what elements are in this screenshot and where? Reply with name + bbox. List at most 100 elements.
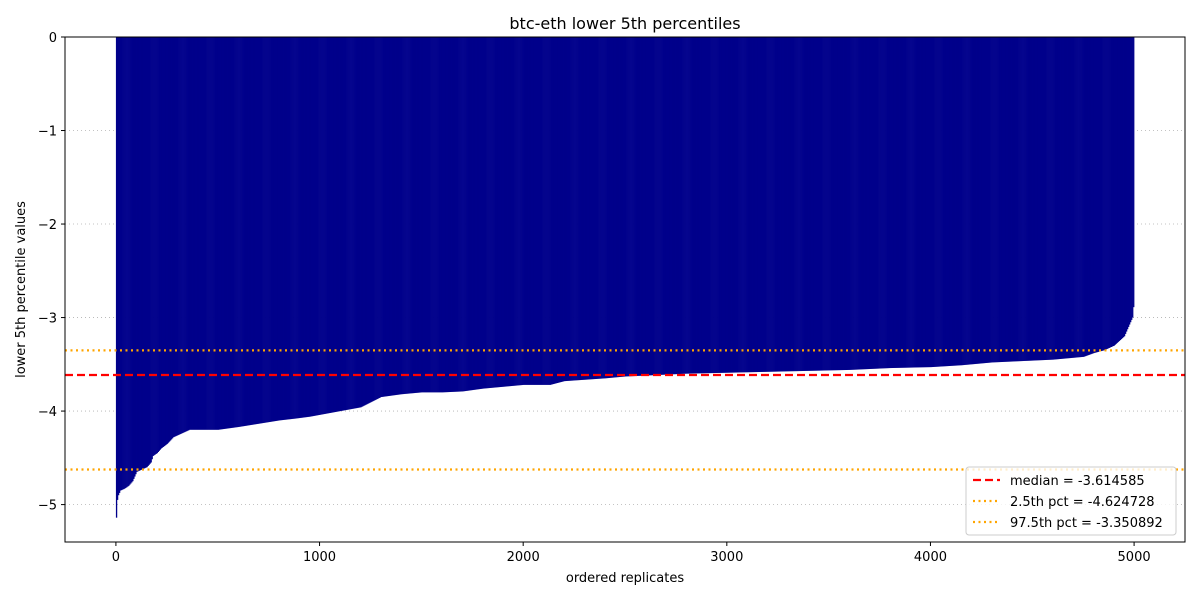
bar [1031, 37, 1033, 361]
bar [281, 37, 284, 421]
bar [789, 37, 792, 372]
bar [206, 37, 208, 430]
bar [905, 37, 907, 368]
bar [175, 37, 178, 436]
bar [549, 37, 551, 385]
bar [945, 37, 948, 367]
bar [788, 37, 791, 372]
bar [444, 37, 447, 393]
bar [478, 37, 480, 390]
bar [766, 37, 768, 372]
bar [250, 37, 252, 426]
bar [334, 37, 337, 413]
bar [751, 37, 753, 373]
bar [856, 37, 858, 370]
bar [304, 37, 306, 418]
bar [529, 37, 531, 385]
bar [604, 37, 606, 379]
bar [733, 37, 736, 373]
bar [965, 37, 967, 365]
legend: median = -3.614585 2.5th pct = -4.624728 9… [965, 466, 1177, 536]
bar [547, 37, 549, 385]
bar [538, 37, 540, 385]
bar [775, 37, 778, 372]
bar [1035, 37, 1037, 361]
bar [150, 37, 152, 463]
bar [590, 37, 592, 380]
bar [242, 37, 244, 427]
bar [816, 37, 818, 371]
bar [144, 37, 146, 469]
bar [199, 37, 201, 430]
bar [169, 37, 172, 441]
bar [296, 37, 298, 419]
bar [413, 37, 415, 394]
bar [936, 37, 938, 367]
bar [1127, 37, 1130, 327]
bar [991, 37, 993, 363]
bar [524, 37, 526, 385]
bar [636, 37, 638, 376]
bar [1117, 37, 1120, 342]
x-tick-label: 5000 [1118, 550, 1151, 565]
bar [612, 37, 615, 378]
bar [554, 37, 557, 384]
bar [265, 37, 267, 423]
bar [1097, 37, 1099, 352]
bar [149, 37, 151, 464]
bar [826, 37, 828, 371]
bar [142, 37, 144, 470]
bar [652, 37, 654, 376]
bar [540, 37, 542, 385]
bar [673, 37, 676, 375]
bar [961, 37, 963, 366]
bar [890, 37, 893, 369]
bar [782, 37, 785, 372]
bar [264, 37, 266, 423]
bar [632, 37, 634, 377]
bar [339, 37, 342, 412]
bar [1047, 37, 1049, 360]
bar [690, 37, 692, 374]
bar [138, 37, 140, 471]
bar [126, 37, 128, 488]
bar [669, 37, 672, 375]
bar [419, 37, 421, 393]
bar [147, 37, 149, 467]
bar [452, 37, 455, 392]
y-tick-label: −5 [38, 499, 57, 514]
bar [942, 37, 944, 367]
bar [1092, 37, 1094, 354]
bar [908, 37, 910, 368]
bar [973, 37, 975, 365]
bar [486, 37, 488, 389]
bar [411, 37, 413, 394]
bar [233, 37, 235, 428]
bar [750, 37, 752, 373]
bar [272, 37, 275, 422]
bar [872, 37, 874, 369]
bar [1007, 37, 1010, 362]
bar [431, 37, 433, 393]
bar [131, 37, 133, 483]
bar [841, 37, 844, 371]
bar [915, 37, 917, 368]
bar [301, 37, 303, 418]
bar [303, 37, 305, 418]
bar [707, 37, 709, 374]
bar [797, 37, 799, 372]
bar [594, 37, 596, 380]
bar [293, 37, 295, 419]
bar [693, 37, 695, 374]
bar [379, 37, 381, 398]
bar [308, 37, 310, 417]
bar [193, 37, 195, 430]
bar [994, 37, 996, 363]
bar [948, 37, 951, 366]
bar [418, 37, 420, 393]
bar [362, 37, 364, 407]
bar [1045, 37, 1047, 360]
bar [465, 37, 467, 392]
bar [725, 37, 728, 373]
bar [1052, 37, 1054, 360]
